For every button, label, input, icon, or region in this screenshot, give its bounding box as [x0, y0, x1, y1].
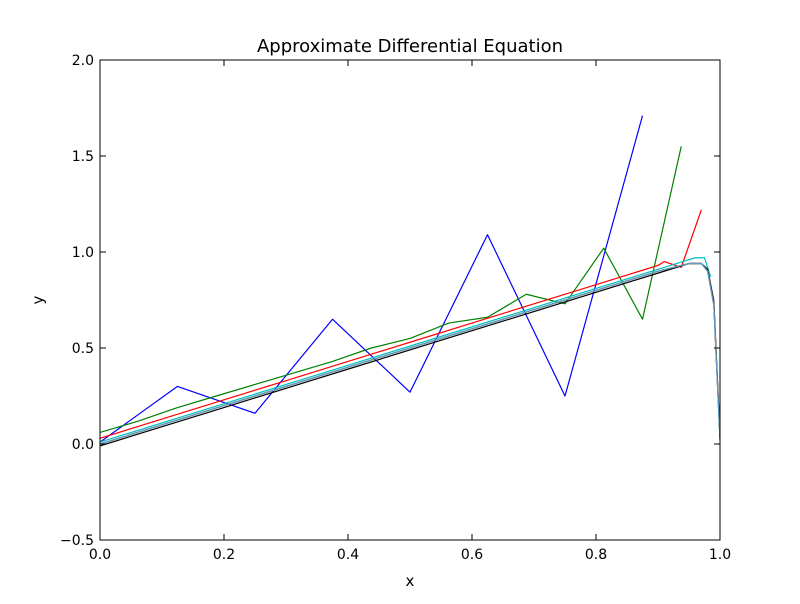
axis-ticks: 0.0 0.2 0.4 0.6 0.8 1.0−0.50.00.51.01.52.0 [60, 53, 731, 563]
y-tick-label: 0.5 [72, 341, 94, 357]
chart-title: Approximate Differential Equation [257, 36, 563, 57]
series-line-2 [100, 146, 682, 434]
y-tick-label: −0.5 [60, 533, 94, 549]
y-tick-label: 0.0 [72, 437, 94, 453]
x-tick-label: 0.8 [585, 547, 607, 563]
y-tick-label: 1.5 [72, 149, 94, 165]
x-tick-label: 0.0 [89, 547, 111, 563]
y-axis-label: y [29, 295, 47, 304]
x-tick-label: 0.2 [213, 547, 235, 563]
x-tick-label: 1.0 [709, 547, 731, 563]
series-line-4 [100, 257, 712, 443]
series-line-9 [100, 262, 720, 445]
y-tick-label: 1.0 [72, 245, 94, 261]
x-tick-label: 0.6 [461, 547, 483, 563]
series-line-1 [100, 115, 644, 443]
plot-frame [99, 59, 721, 541]
plot-area [100, 115, 720, 447]
x-tick-label: 0.4 [337, 547, 359, 563]
y-tick-label: 2.0 [72, 53, 94, 69]
x-axis-label: x [406, 572, 415, 590]
series-line-3 [100, 209, 702, 439]
